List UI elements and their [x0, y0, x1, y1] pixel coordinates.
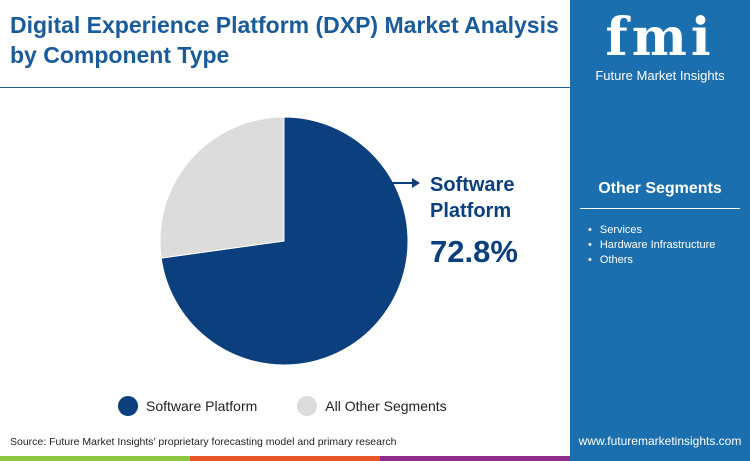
segment-item: Services — [588, 224, 715, 236]
callout-label: Software Platform — [430, 174, 515, 222]
pie-chart — [159, 116, 409, 366]
segment-item: Hardware Infrastructure — [588, 239, 716, 251]
pie-slice-all-other-segments — [159, 116, 285, 259]
segments-list: Services Hardware Infrastructure Others — [588, 224, 716, 269]
legend: Software Platform All Other Segments — [118, 396, 447, 416]
title-divider — [0, 87, 570, 88]
logo-mark: fmi — [605, 7, 715, 68]
other-segments-title: Other Segments — [598, 180, 722, 197]
legend-label-software: Software Platform — [146, 398, 258, 414]
legend-swatch-software — [118, 396, 138, 416]
pie-slice-software-platform — [160, 116, 409, 366]
fmi-logo: fmi Future Market Insights — [590, 7, 730, 84]
logo-subtitle: Future Market Insights — [595, 68, 725, 83]
footer-bar-purple — [380, 456, 570, 461]
arrow-icon — [392, 178, 420, 188]
legend-label-other: All Other Segments — [325, 398, 447, 414]
source-note: Source: Future Market Insights’ propriet… — [10, 436, 397, 448]
chart-title: Digital Experience Platform (DXP) Market… — [10, 12, 559, 68]
callout: Software Platform 72.8% — [430, 172, 530, 270]
sidebar: fmi Future Market Insights Other Segment… — [570, 0, 750, 461]
segment-item: Others — [588, 254, 715, 266]
footer-bar-orange — [190, 456, 380, 461]
footer-bar-green — [0, 456, 190, 461]
callout-value: 72.8% — [430, 234, 518, 269]
website-url: www.futuremarketinsights.com — [578, 434, 742, 448]
segments-divider — [580, 208, 740, 209]
legend-swatch-other — [297, 396, 318, 416]
